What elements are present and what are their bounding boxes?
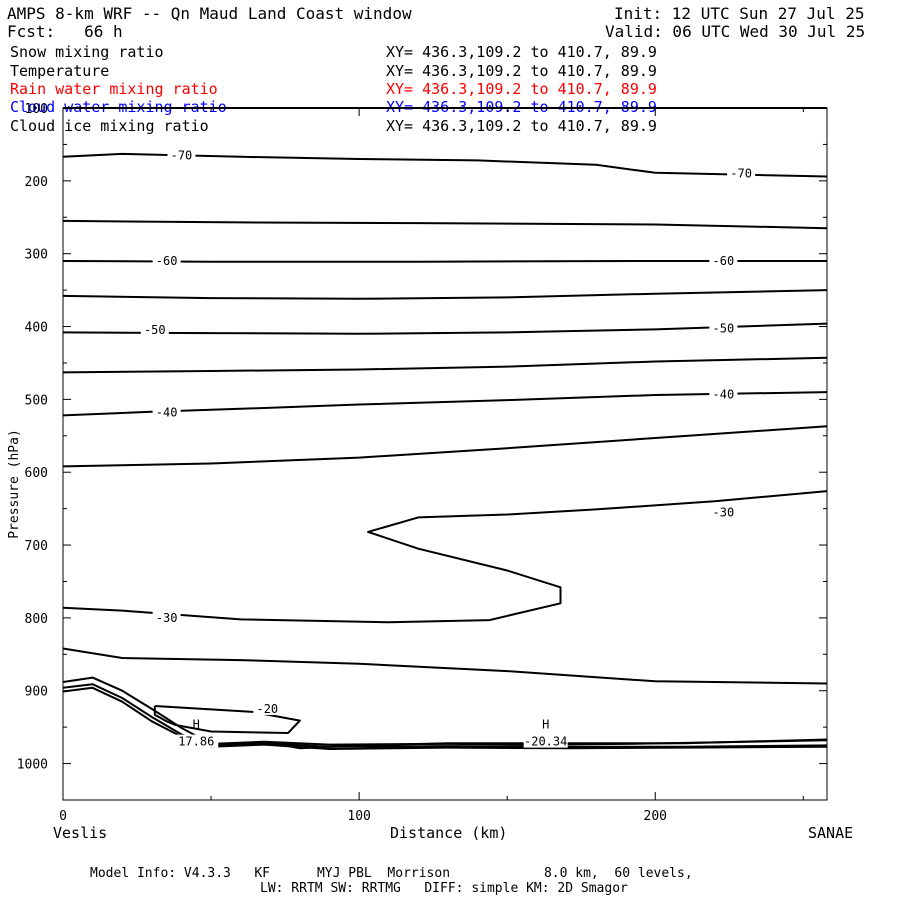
y-tick-label: 300 (25, 248, 48, 263)
contour-label-bg (140, 322, 169, 337)
header-fcst: Fcst: 66 h (7, 22, 123, 41)
temperature-contour (62, 322, 828, 335)
header-init: Init: 12 UTC Sun 27 Jul 25 (614, 4, 865, 23)
temperature-contour (62, 425, 828, 468)
contour-label: -30 (713, 505, 735, 519)
contour-label: -50 (144, 323, 166, 337)
temperature-contour (62, 490, 828, 624)
legend-rain-label: Rain water mixing ratio (10, 80, 218, 98)
contour-label-bg (253, 700, 282, 715)
contour-label: -70 (730, 167, 752, 181)
header-valid: Valid: 06 UTC Wed 30 Jul 25 (605, 22, 866, 41)
temperature-contour (211, 739, 828, 748)
contour-label: -20 (256, 702, 278, 716)
x-axis-title: Distance (km) (390, 824, 508, 842)
extremum-value: -20.34 (524, 735, 567, 749)
contour-label-bg (709, 504, 738, 519)
y-tick-label: 900 (25, 685, 48, 700)
legend-snow-label: Snow mixing ratio (10, 43, 164, 61)
left-endpoint-label: Veslis (53, 824, 108, 842)
legend-cloudice-label: Cloud ice mixing ratio (10, 117, 209, 135)
right-endpoint-label: SANAE (808, 824, 854, 842)
legend-temperature-label: Temperature (10, 62, 110, 80)
y-tick-label: 1000 (17, 758, 48, 773)
y-tick-label: 500 (25, 393, 48, 408)
temperature-contour (62, 219, 828, 230)
temperature-contour (62, 152, 828, 178)
temperature-contour (62, 686, 828, 750)
x-tick-label: 100 (347, 809, 370, 824)
legend-rain-xy: XY= 436.3,109.2 to 410.7, 89.9 (386, 80, 657, 98)
contour-label: -40 (156, 405, 178, 419)
x-tick-label: 0 (59, 809, 67, 824)
y-axis-title: Pressure (hPa) (7, 429, 22, 539)
extremum-marker: H (542, 718, 549, 732)
contour-label-bg (709, 252, 738, 267)
extremum-value: 17.86 (178, 735, 214, 749)
y-tick-label: 800 (25, 612, 48, 627)
temperature-contour (62, 356, 828, 374)
contour-label: -60 (713, 254, 735, 268)
x-tick-label: 200 (644, 809, 667, 824)
y-tick-label: 400 (25, 321, 48, 336)
contour-label-bg (167, 147, 196, 162)
legend-snow-xy: XY= 436.3,109.2 to 410.7, 89.9 (386, 43, 657, 61)
legend-cloudice-xy: XY= 436.3,109.2 to 410.7, 89.9 (386, 117, 657, 135)
contour-label-bg (152, 252, 181, 267)
y-tick-label: 700 (25, 539, 48, 554)
extremum-value-bg (523, 734, 568, 748)
contour-label-bg (727, 165, 756, 180)
y-tick-label: 200 (25, 175, 48, 190)
contour-label: -60 (156, 254, 178, 268)
footer-line1: Model Info: V4.3.3 KF MYJ PBL Morrison 8… (90, 866, 693, 881)
extremum-marker: H (193, 718, 200, 732)
contour-label-bg (152, 609, 181, 624)
contour-label: -40 (713, 387, 735, 401)
y-tick-label: 600 (25, 466, 48, 481)
contour-label: -70 (171, 148, 193, 162)
header-title: AMPS 8-km WRF -- Qn Maud Land Coast wind… (7, 4, 412, 23)
y-tick-label: 100 (25, 102, 48, 117)
contour-label-bg (709, 386, 738, 401)
temperature-contour (62, 647, 828, 685)
contour-label: -30 (156, 611, 178, 625)
contour-label-bg (709, 320, 738, 335)
temperature-contour (62, 391, 828, 417)
extremum-value-bg (174, 734, 219, 748)
temperature-contour (62, 289, 828, 300)
legend-temperature-xy: XY= 436.3,109.2 to 410.7, 89.9 (386, 62, 657, 80)
footer-line2: LW: RRTM SW: RRTMG DIFF: simple KM: 2D S… (260, 881, 628, 896)
contour-label-bg (152, 404, 181, 419)
contour-label: -50 (713, 322, 735, 336)
plot-frame (62, 107, 828, 801)
